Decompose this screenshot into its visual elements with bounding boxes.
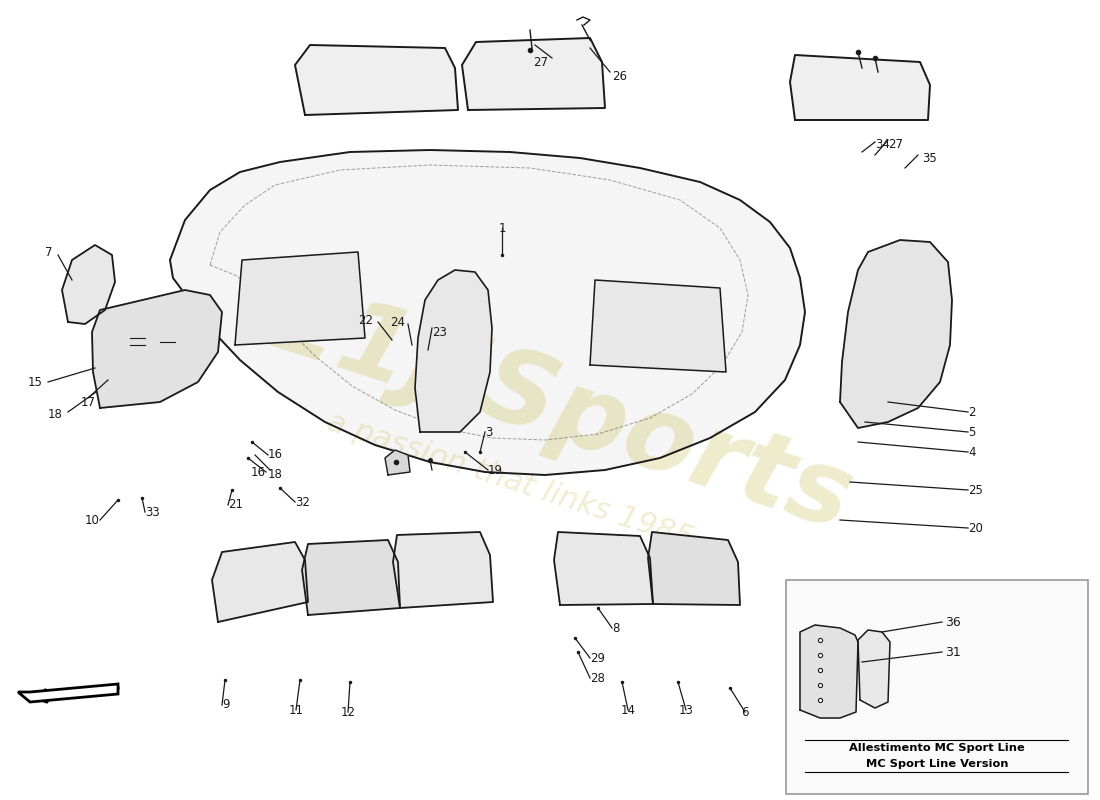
Polygon shape xyxy=(212,542,308,622)
Polygon shape xyxy=(302,540,400,615)
Polygon shape xyxy=(62,245,116,324)
Polygon shape xyxy=(554,532,653,605)
Text: 24: 24 xyxy=(390,315,405,329)
Polygon shape xyxy=(18,684,118,702)
Polygon shape xyxy=(295,45,458,115)
Polygon shape xyxy=(393,532,493,608)
Text: 31: 31 xyxy=(945,646,960,658)
Text: 13: 13 xyxy=(679,703,693,717)
Text: 15: 15 xyxy=(29,375,43,389)
Polygon shape xyxy=(235,252,365,345)
Text: Allestimento MC Sport Line: Allestimento MC Sport Line xyxy=(849,743,1025,753)
Text: MC Sport Line Version: MC Sport Line Version xyxy=(866,759,1009,769)
Text: 34: 34 xyxy=(874,138,890,151)
Polygon shape xyxy=(858,630,890,708)
Polygon shape xyxy=(385,450,410,475)
Text: 2: 2 xyxy=(968,406,976,418)
Text: 5: 5 xyxy=(968,426,976,438)
Text: 11: 11 xyxy=(288,703,304,717)
Text: 27: 27 xyxy=(534,55,548,69)
Text: 32: 32 xyxy=(295,495,310,509)
Polygon shape xyxy=(462,38,605,110)
Polygon shape xyxy=(790,55,930,120)
Text: 16: 16 xyxy=(251,466,266,478)
Polygon shape xyxy=(840,240,952,428)
Text: 25: 25 xyxy=(968,483,983,497)
Text: 10: 10 xyxy=(85,514,100,526)
Text: 8: 8 xyxy=(612,622,619,634)
Text: 20: 20 xyxy=(968,522,983,534)
Polygon shape xyxy=(800,625,858,718)
Text: 29: 29 xyxy=(590,651,605,665)
Text: a passion that links 1985: a passion that links 1985 xyxy=(323,407,697,553)
Text: 3: 3 xyxy=(485,426,493,438)
Text: 7: 7 xyxy=(44,246,52,258)
Text: 23: 23 xyxy=(432,326,447,338)
Text: 18: 18 xyxy=(268,469,283,482)
Polygon shape xyxy=(170,150,805,475)
Text: 19: 19 xyxy=(488,463,503,477)
Text: 28: 28 xyxy=(590,671,605,685)
Text: 9: 9 xyxy=(222,698,230,711)
Text: 35: 35 xyxy=(922,153,937,166)
Polygon shape xyxy=(590,280,726,372)
Polygon shape xyxy=(648,532,740,605)
Polygon shape xyxy=(92,290,222,408)
Polygon shape xyxy=(415,270,492,432)
Text: 22: 22 xyxy=(358,314,373,326)
Text: 12: 12 xyxy=(341,706,355,718)
Text: 4: 4 xyxy=(968,446,976,458)
Text: 33: 33 xyxy=(145,506,160,518)
Text: 36: 36 xyxy=(945,615,960,629)
Text: 27: 27 xyxy=(888,138,903,150)
Text: 1: 1 xyxy=(498,222,506,234)
Text: 26: 26 xyxy=(612,70,627,82)
Text: 16: 16 xyxy=(268,449,283,462)
Text: 18: 18 xyxy=(48,409,63,422)
Text: 21JJSports: 21JJSports xyxy=(256,268,865,552)
Text: 17: 17 xyxy=(80,395,96,409)
Text: 21: 21 xyxy=(228,498,243,511)
FancyBboxPatch shape xyxy=(786,580,1088,794)
Text: 6: 6 xyxy=(741,706,749,718)
Text: 14: 14 xyxy=(620,703,636,717)
